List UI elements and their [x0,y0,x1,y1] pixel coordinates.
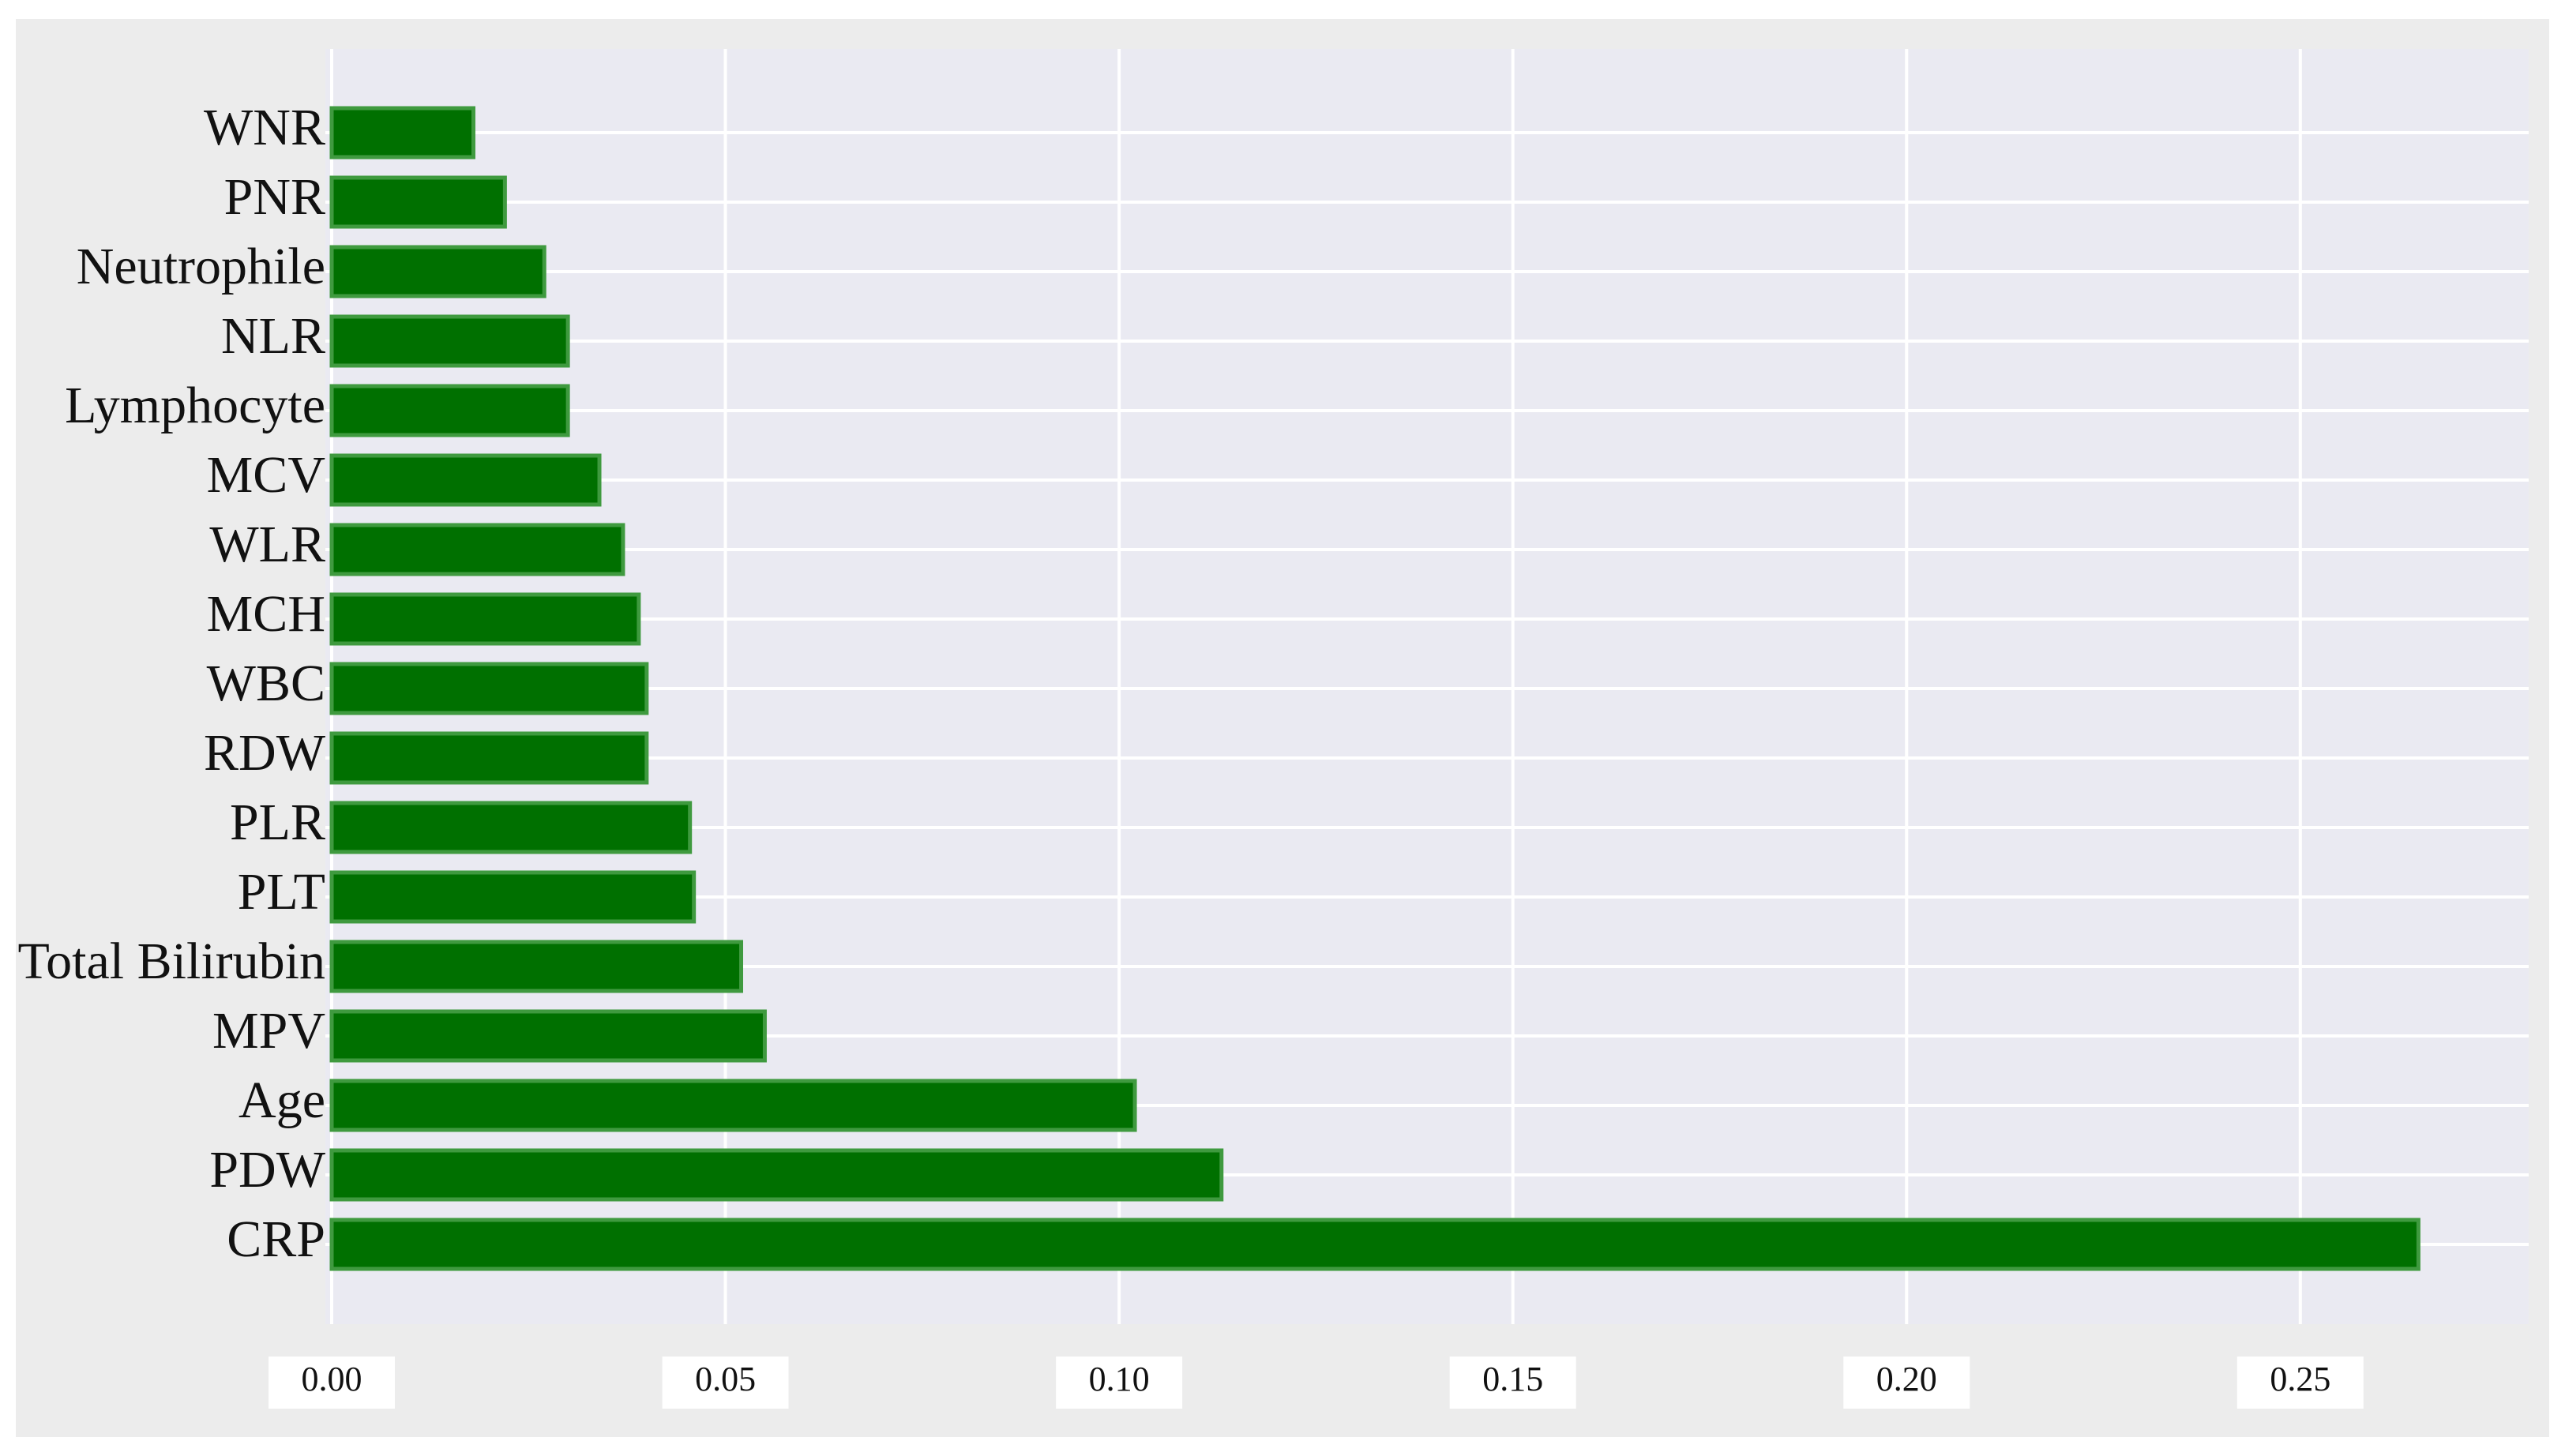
y-tick-label: WBC [207,655,325,712]
bar [329,1079,1137,1132]
x-tick-label: 0.05 [695,1360,756,1398]
y-tick-label: NLR [221,307,325,365]
bar [329,592,641,646]
y-tick-label: PLR [230,794,325,851]
bar [329,731,649,785]
tick-label-bg [2236,1357,2364,1409]
bar [329,1148,1224,1202]
y-tick-label: Neutrophile [77,238,325,295]
y-tick-label: WNR [204,99,325,156]
tick-label-bg [1056,1357,1183,1409]
bar [329,870,697,924]
y-tick-label: WLR [209,516,325,573]
bar [329,384,570,437]
bar [329,1218,2420,1271]
y-tick-label: MCV [207,446,325,504]
bar [329,106,475,159]
y-tick-label: RDW [204,724,326,782]
x-tick-label: 0.15 [1482,1360,1543,1398]
x-tick-label: 0.00 [302,1360,362,1398]
bar [329,1009,767,1063]
bar [329,523,625,576]
y-tick-label: Total Bilirubin [17,933,325,990]
x-tick-label: 0.25 [2270,1360,2330,1398]
tick-label-bg [1449,1357,1576,1409]
plot-background [325,49,2529,1324]
x-tick-label: 0.20 [1876,1360,1937,1398]
y-tick-label: MPV [212,1002,325,1060]
tick-label-bg [662,1357,789,1409]
bar [329,175,507,229]
bar [329,662,649,715]
y-tick-label: PDW [209,1141,325,1199]
y-tick-label: PLT [238,863,325,921]
tick-label-bg [269,1357,395,1409]
y-tick-label: CRP [227,1210,325,1268]
x-tick-label: 0.10 [1089,1360,1150,1398]
bar [329,940,744,993]
bar [329,314,570,368]
y-tick-label: Age [238,1071,325,1129]
y-tick-label: MCH [207,585,325,643]
bar [329,801,693,854]
bar [329,245,546,298]
y-tick-label: PNR [224,168,325,226]
tick-label-bg [1843,1357,1970,1409]
y-tick-label: Lymphocyte [65,377,325,434]
bar [329,453,602,507]
